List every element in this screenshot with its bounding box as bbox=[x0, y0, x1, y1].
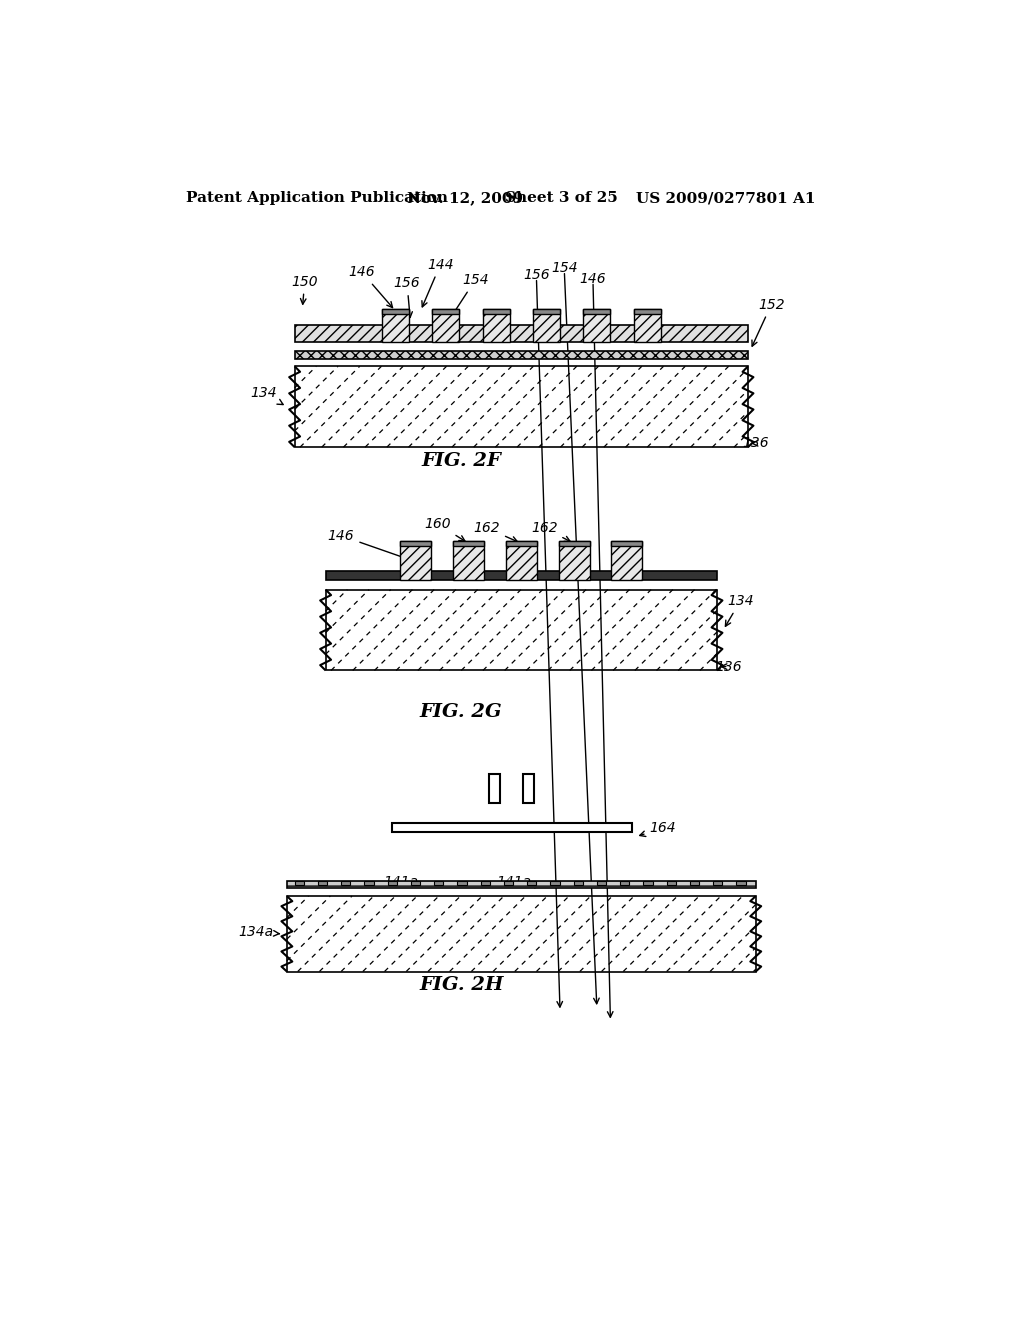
Text: 146: 146 bbox=[328, 529, 409, 560]
Bar bbox=[558, 541, 590, 546]
Bar bbox=[504, 880, 513, 884]
Text: US 2009/0277801 A1: US 2009/0277801 A1 bbox=[636, 191, 815, 206]
Text: Patent Application Publication: Patent Application Publication bbox=[186, 191, 449, 206]
Bar bbox=[382, 309, 409, 342]
Text: 141a: 141a bbox=[383, 875, 419, 890]
Bar bbox=[432, 309, 460, 342]
Bar bbox=[434, 880, 443, 884]
Bar bbox=[573, 880, 583, 884]
Bar bbox=[365, 880, 374, 884]
Text: 144: 144 bbox=[422, 257, 454, 306]
Bar bbox=[634, 309, 660, 314]
Text: 146: 146 bbox=[580, 272, 606, 285]
Bar bbox=[453, 541, 484, 546]
Text: FIG. 2G: FIG. 2G bbox=[420, 702, 503, 721]
Bar bbox=[295, 351, 748, 359]
Bar bbox=[295, 325, 748, 342]
Text: 134: 134 bbox=[725, 594, 754, 626]
Text: 162: 162 bbox=[473, 521, 517, 543]
Text: 134: 134 bbox=[250, 387, 284, 404]
Bar bbox=[432, 309, 460, 314]
Bar bbox=[382, 309, 409, 314]
Bar bbox=[453, 541, 484, 581]
Bar bbox=[667, 880, 676, 884]
Bar bbox=[317, 880, 328, 884]
Bar bbox=[480, 880, 489, 884]
Bar bbox=[532, 309, 560, 314]
Bar bbox=[584, 309, 610, 314]
Bar bbox=[295, 367, 748, 447]
Bar bbox=[611, 541, 642, 546]
Text: 134a: 134a bbox=[239, 925, 280, 940]
Text: Nov. 12, 2009: Nov. 12, 2009 bbox=[407, 191, 523, 206]
Bar bbox=[584, 309, 610, 342]
Bar bbox=[597, 880, 606, 884]
Text: 156: 156 bbox=[393, 276, 420, 318]
Bar bbox=[482, 309, 510, 314]
Bar bbox=[326, 572, 717, 581]
Bar bbox=[506, 541, 537, 546]
Text: 160: 160 bbox=[425, 517, 465, 541]
Text: 156: 156 bbox=[523, 268, 550, 282]
Text: 164: 164 bbox=[640, 821, 676, 837]
Bar bbox=[506, 541, 537, 581]
Bar bbox=[527, 880, 537, 884]
Text: FIG. 2F: FIG. 2F bbox=[421, 453, 501, 470]
Text: 146: 146 bbox=[349, 265, 392, 308]
Bar bbox=[458, 880, 467, 884]
Text: 136: 136 bbox=[716, 660, 742, 673]
Text: 154: 154 bbox=[449, 273, 488, 322]
Text: FIG. 2H: FIG. 2H bbox=[419, 975, 504, 994]
Text: 141a: 141a bbox=[497, 875, 541, 890]
Bar bbox=[411, 880, 420, 884]
Bar bbox=[558, 541, 590, 581]
Bar bbox=[611, 541, 642, 581]
Bar bbox=[736, 880, 745, 884]
Text: Sheet 3 of 25: Sheet 3 of 25 bbox=[506, 191, 618, 206]
Bar bbox=[643, 880, 652, 884]
Bar bbox=[388, 880, 397, 884]
Bar bbox=[287, 896, 756, 972]
Bar bbox=[400, 541, 431, 581]
Text: 136: 136 bbox=[742, 437, 769, 450]
Text: 152: 152 bbox=[752, 298, 784, 346]
Bar bbox=[523, 774, 535, 803]
Bar bbox=[482, 309, 510, 342]
Bar bbox=[634, 309, 660, 342]
Bar bbox=[391, 822, 632, 832]
Bar bbox=[489, 774, 500, 803]
Bar bbox=[713, 880, 722, 884]
Bar bbox=[621, 880, 630, 884]
Bar bbox=[295, 880, 304, 884]
Bar bbox=[690, 880, 699, 884]
Bar bbox=[550, 880, 560, 884]
Text: 154: 154 bbox=[551, 261, 578, 275]
Bar bbox=[400, 541, 431, 546]
Bar bbox=[341, 880, 350, 884]
Text: 150: 150 bbox=[292, 275, 318, 304]
Bar bbox=[532, 309, 560, 342]
Bar bbox=[326, 590, 717, 671]
Bar bbox=[287, 880, 756, 888]
Text: 162: 162 bbox=[530, 521, 570, 541]
